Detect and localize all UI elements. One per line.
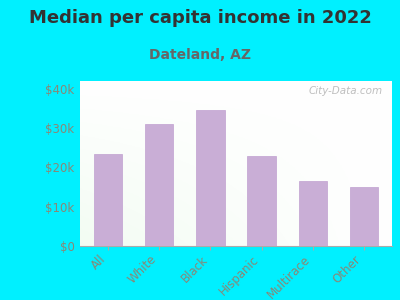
- Text: Median per capita income in 2022: Median per capita income in 2022: [28, 9, 372, 27]
- Bar: [248, 156, 276, 246]
- Bar: [196, 110, 224, 246]
- Text: City-Data.com: City-Data.com: [308, 86, 383, 96]
- Bar: [299, 181, 327, 246]
- Bar: [145, 124, 173, 246]
- Bar: [94, 154, 122, 246]
- Text: Dateland, AZ: Dateland, AZ: [149, 48, 251, 62]
- Bar: [350, 187, 378, 246]
